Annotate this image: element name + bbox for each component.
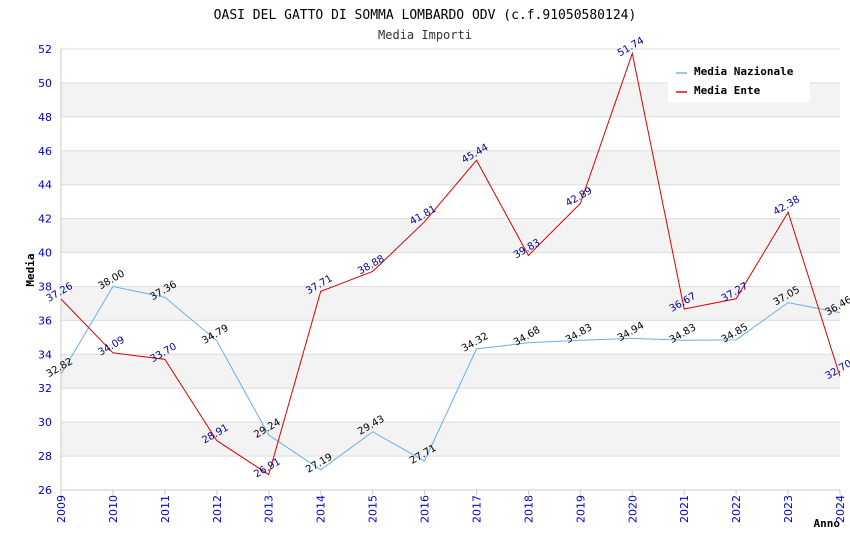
- y-tick-label: 28: [38, 450, 52, 463]
- x-tick-label: 2023: [782, 495, 795, 523]
- axes: [60, 49, 841, 495]
- plot-band: [61, 456, 840, 490]
- plot-band: [61, 252, 840, 287]
- plot-band: [61, 150, 840, 185]
- plot-band: [61, 354, 840, 389]
- series-line-media-nazionale: [60, 285, 841, 471]
- x-tick-label: 2019: [574, 495, 587, 523]
- x-tick-label: 2009: [55, 495, 68, 523]
- y-tick-label: 30: [38, 416, 52, 429]
- x-tick-label: 2017: [470, 495, 483, 523]
- plot-band: [61, 218, 840, 253]
- x-tick-label: 2021: [678, 495, 691, 523]
- series-line-media-ente: [60, 51, 841, 476]
- series-lines: [60, 51, 841, 476]
- x-tick-label: 2011: [159, 495, 172, 523]
- x-tick-label: 2015: [367, 495, 380, 523]
- plot-band: [61, 422, 840, 457]
- y-tick-label: 40: [38, 247, 52, 260]
- x-tick-label: 2013: [263, 495, 276, 523]
- x-axis-label: Anno: [814, 517, 841, 530]
- y-tick-label: 46: [38, 145, 52, 158]
- y-tick-label: 26: [38, 484, 52, 497]
- plot-band: [61, 184, 840, 219]
- x-tick-label: 2022: [730, 495, 743, 523]
- y-axis-label: Media: [24, 253, 37, 286]
- x-tick-label: 2014: [315, 495, 328, 523]
- y-tick-label: 36: [38, 314, 52, 327]
- legend: Media Nazionale Media Ente: [668, 60, 810, 102]
- legend-box: [668, 60, 810, 102]
- y-tick-labels: 26 28 30 32 34 36 38 40 42 44 46 48 50 52: [38, 43, 52, 497]
- x-tick-label: 2024: [834, 495, 847, 523]
- y-tick-label: 44: [38, 179, 52, 192]
- plot-band: [61, 116, 840, 151]
- y-tick-label: 52: [38, 43, 52, 56]
- chart-title: OASI DEL GATTO DI SOMMA LOMBARDO ODV (c.…: [214, 8, 637, 23]
- x-tick-label: 2018: [522, 495, 535, 523]
- legend-label-ente: Media Ente: [694, 84, 761, 97]
- x-tick-label: 2016: [419, 495, 432, 523]
- y-tick-label: 50: [38, 77, 52, 90]
- x-tick-labels: 2009 2010 2011 2012 2013 2014 2015 2016 2017 2018…: [55, 495, 847, 523]
- x-tick-label: 2012: [211, 495, 224, 523]
- y-tick-label: 34: [38, 348, 52, 361]
- plot-band: [61, 320, 840, 355]
- y-tick-label: 38: [38, 280, 52, 293]
- y-tick-label: 48: [38, 111, 52, 124]
- legend-label-nazionale: Media Nazionale: [694, 65, 794, 78]
- plot-background: [61, 49, 840, 490]
- x-tick-label: 2020: [626, 495, 639, 523]
- x-tick-label: 2010: [107, 495, 120, 523]
- plot-band: [61, 286, 840, 321]
- y-tick-label: 42: [38, 213, 52, 226]
- chart-subtitle: Media Importi: [378, 28, 472, 42]
- y-tick-label: 32: [38, 382, 52, 395]
